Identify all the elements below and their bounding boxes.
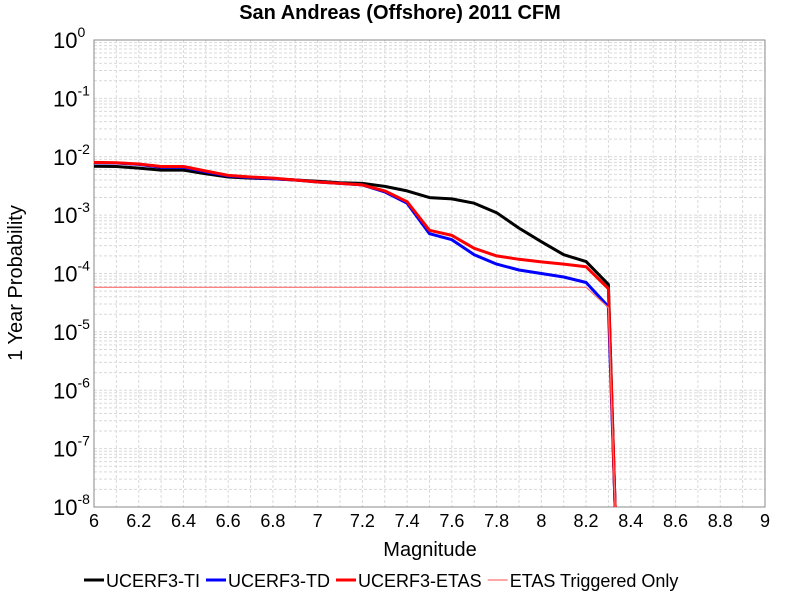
y-tick-exponent: 0 — [77, 24, 85, 40]
series-lines — [93, 160, 617, 508]
legend-label-1: UCERF3-TI — [106, 571, 200, 591]
legend-label-2: UCERF3-TD — [228, 571, 330, 591]
y-tick-exponent: -8 — [77, 491, 90, 507]
x-tick-label: 8.4 — [618, 511, 643, 531]
legend-label-3: UCERF3-ETAS — [358, 571, 482, 591]
x-tick-label: 8.8 — [708, 511, 733, 531]
x-tick-labels: 6 6.2 6.4 6.6 6.8 7 7.2 7.4 7.6 7.8 8 8.2 8.4 8.6 8.8 9 — [89, 511, 770, 531]
x-tick-label: 8.2 — [574, 511, 599, 531]
x-tick-label: 7.8 — [484, 511, 509, 531]
x-tick-label: 6.6 — [216, 511, 241, 531]
plot-area — [93, 39, 766, 508]
x-tick-label: 9 — [760, 511, 770, 531]
x-axis-label: Magnitude — [383, 539, 476, 561]
x-tick-label: 8 — [536, 511, 546, 531]
series-line-3 — [93, 160, 617, 508]
y-tick-exponent: -6 — [77, 374, 90, 390]
y-tick-exponent: -1 — [77, 82, 90, 98]
legend: UCERF3-TI UCERF3-TD UCERF3-ETAS ETAS Trigge… — [84, 571, 678, 591]
x-tick-label: 7.4 — [395, 511, 420, 531]
x-tick-label: 6 — [89, 511, 99, 531]
x-tick-label: 7 — [313, 511, 323, 531]
y-tick-exponent: -3 — [77, 199, 90, 215]
y-tick-exponent: -4 — [77, 258, 90, 274]
x-tick-label: 6.2 — [126, 511, 151, 531]
x-tick-label: 6.8 — [260, 511, 285, 531]
series-line-4 — [94, 286, 616, 508]
y-axis-label: 1 Year Probability — [5, 205, 27, 361]
legend-label-4: ETAS Triggered Only — [510, 571, 679, 591]
grid-lines — [94, 40, 765, 507]
x-tick-label: 8.6 — [663, 511, 688, 531]
chart-title: San Andreas (Offshore) 2011 CFM — [239, 2, 561, 24]
y-tick-exponent: -7 — [77, 433, 90, 449]
y-tick-label: 10-7 — [53, 433, 90, 462]
y-tick-exponent: -2 — [77, 141, 90, 157]
x-tick-label: 7.6 — [439, 511, 464, 531]
y-tick-exponent: -5 — [77, 316, 90, 332]
x-tick-label: 7.2 — [350, 511, 375, 531]
x-tick-label: 6.4 — [171, 511, 196, 531]
